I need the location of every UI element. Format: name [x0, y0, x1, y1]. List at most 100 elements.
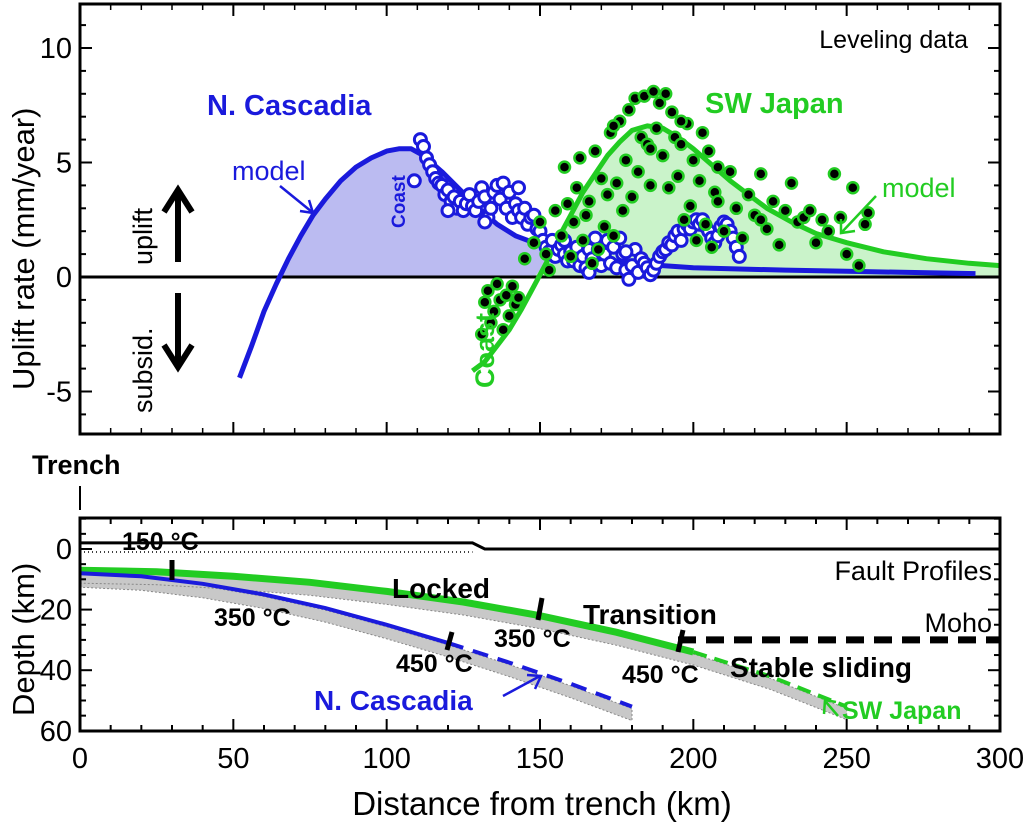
- japan-leveling-point: [665, 105, 679, 119]
- trench-label: Trench: [32, 450, 121, 480]
- japan-leveling-point: [803, 203, 817, 218]
- distance-x-axis-label: Distance from trench (km): [352, 785, 732, 822]
- uplift-y-tick-label: 5: [56, 148, 72, 180]
- japan-leveling-point: [741, 187, 756, 202]
- cascadia-coast-label: Coast: [389, 175, 410, 228]
- japan-leveling-point: [717, 224, 731, 238]
- japan-leveling-point: [579, 208, 593, 222]
- japan-leveling-point: [557, 160, 572, 174]
- depth-y-tick-labels: 0 20 40 60: [40, 534, 72, 748]
- japan-leveling-point: [674, 114, 688, 129]
- japan-leveling-point: [698, 217, 713, 232]
- japan-leveling-point: [502, 309, 517, 323]
- japan-leveling-point: [474, 327, 489, 342]
- japan-leveling-point: [861, 206, 875, 220]
- distance-x-tick-label: 200: [669, 743, 717, 775]
- japan-leveling-point: [646, 84, 661, 99]
- japan-leveling-point: [573, 151, 587, 165]
- japan-leveling-point: [625, 190, 639, 204]
- cascadia-fault-band: [79, 574, 633, 722]
- japan-leveling-point: [846, 180, 860, 195]
- japan-leveling-point: [784, 176, 799, 190]
- cascadia-fault-arrow: [502, 674, 541, 698]
- uplift-y-tick-label: 0: [56, 262, 72, 294]
- japan-leveling-point: [754, 167, 768, 181]
- cascadia-leveling-point: [618, 244, 634, 260]
- cascadia-name-label: N. Cascadia: [207, 90, 372, 122]
- isotherm-150-label: 150 °C: [122, 528, 199, 556]
- japan-leveling-point: [511, 290, 526, 305]
- japan-leveling-point: [505, 279, 520, 293]
- japan-leveling-point: [858, 217, 872, 232]
- japan-fault-line: [79, 566, 695, 656]
- japan-leveling-point: [729, 201, 744, 216]
- japan-leveling-point: [606, 119, 621, 133]
- cascadia-leveling-point: [477, 214, 493, 230]
- japan-leveling-point: [821, 224, 836, 238]
- japan-leveling-point: [539, 247, 553, 261]
- subsidence-side-label: subsid.: [128, 327, 158, 413]
- model-curve-cascadia: [237, 146, 976, 379]
- japan-leveling-point: [686, 153, 701, 167]
- japan-leveling-point: [606, 229, 621, 243]
- uplift-arrow: [161, 184, 195, 262]
- fault-tick-marks: [79, 517, 1001, 732]
- isotherm-350-cascadia-label: 350 °C: [214, 604, 291, 632]
- japan-leveling-point: [585, 256, 599, 271]
- japan-leveling-point: [600, 187, 615, 202]
- isotherm-450-japan-tick: [675, 629, 686, 653]
- uplift-tick-marks: [79, 4, 1001, 434]
- japan-leveling-point: [487, 304, 501, 319]
- japan-leveling-point: [839, 247, 854, 261]
- japan-leveling-point: [533, 215, 547, 229]
- cascadia-model-label: model: [232, 156, 306, 186]
- distance-x-tick-label: 0: [72, 743, 88, 775]
- japan-model-arrow: [841, 195, 877, 233]
- japan-leveling-point: [677, 213, 691, 227]
- japan-leveling-point: [852, 258, 866, 273]
- cascadia-fault-arrowhead: [526, 673, 543, 690]
- isotherm-450-cascadia-tick: [444, 631, 455, 651]
- japan-leveling-point: [723, 164, 737, 179]
- japan-leveling-point: [711, 160, 725, 174]
- fault-profile-panel: 150 °C 350 °C 450 °C 350 °C 450 °C Locke…: [6, 516, 1024, 822]
- japan-leveling-point: [766, 194, 780, 209]
- japan-leveling-point: [754, 213, 768, 227]
- moho-label: Moho: [924, 608, 992, 638]
- japan-leveling-point: [649, 121, 664, 135]
- distance-x-tick-label: 250: [822, 743, 870, 775]
- japan-leveling-point: [695, 125, 710, 140]
- japan-leveling-point: [496, 322, 510, 337]
- japan-leveling-point: [554, 229, 569, 243]
- cascadia-leveling-point: [483, 200, 499, 216]
- depth-y-tick-label: 40: [40, 655, 72, 687]
- japan-leveling-point: [478, 295, 492, 309]
- japan-leveling-point: [594, 171, 609, 186]
- japan-leveling-point: [582, 194, 596, 209]
- japan-leveling-point: [563, 249, 578, 264]
- japan-leveling-point: [591, 242, 606, 257]
- distance-x-tick-label: 150: [516, 743, 564, 775]
- model-fill-cascadia: [239, 148, 976, 277]
- japan-leveling-point: [499, 288, 514, 303]
- japan-leveling-point: [662, 180, 676, 195]
- uplift-y-axis-label: Uplift rate (mm/year): [6, 108, 41, 390]
- japan-leveling-point: [588, 144, 602, 158]
- isotherm-350-japan-label: 350 °C: [494, 625, 571, 653]
- isotherm-450-japan-label: 450 °C: [622, 661, 699, 689]
- cascadia-leveling-point: [406, 173, 422, 189]
- japan-leveling-point: [652, 96, 667, 110]
- distance-x-tick-label: 50: [217, 743, 249, 775]
- japan-leveling-point: [671, 169, 685, 183]
- depth-y-tick-label: 20: [40, 595, 72, 627]
- surface-line: [80, 541, 1000, 551]
- depth-y-axis-label: Depth (km): [6, 563, 41, 716]
- cascadia-fault-line-dashed: [447, 640, 633, 709]
- japan-leveling-point: [692, 174, 707, 188]
- panel-label-leveling: Leveling data: [819, 26, 968, 54]
- japan-leveling-point: [772, 238, 786, 252]
- distance-x-tick-label: 100: [362, 743, 410, 775]
- leveling-points: [406, 84, 875, 342]
- panel-label-fault-profiles: Fault Profiles: [834, 556, 992, 586]
